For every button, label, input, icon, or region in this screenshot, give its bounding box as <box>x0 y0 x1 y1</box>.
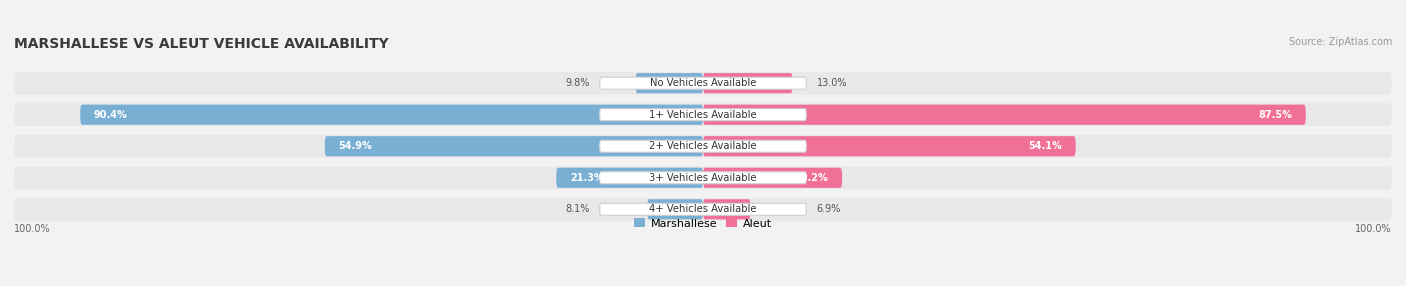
Text: 4+ Vehicles Available: 4+ Vehicles Available <box>650 204 756 214</box>
FancyBboxPatch shape <box>557 168 703 188</box>
FancyBboxPatch shape <box>14 135 1392 158</box>
FancyBboxPatch shape <box>325 136 703 156</box>
Text: No Vehicles Available: No Vehicles Available <box>650 78 756 88</box>
Text: 9.8%: 9.8% <box>565 78 589 88</box>
Text: 8.1%: 8.1% <box>565 204 589 214</box>
FancyBboxPatch shape <box>14 166 1392 189</box>
FancyBboxPatch shape <box>14 198 1392 221</box>
Text: 20.2%: 20.2% <box>794 173 828 183</box>
Text: 87.5%: 87.5% <box>1258 110 1292 120</box>
FancyBboxPatch shape <box>636 73 703 93</box>
Text: Source: ZipAtlas.com: Source: ZipAtlas.com <box>1288 37 1392 47</box>
FancyBboxPatch shape <box>599 109 807 121</box>
Text: 2+ Vehicles Available: 2+ Vehicles Available <box>650 141 756 151</box>
Text: 6.9%: 6.9% <box>817 204 841 214</box>
FancyBboxPatch shape <box>599 77 807 89</box>
FancyBboxPatch shape <box>703 105 1306 125</box>
FancyBboxPatch shape <box>647 199 703 219</box>
FancyBboxPatch shape <box>703 73 793 93</box>
Text: 100.0%: 100.0% <box>1355 224 1392 234</box>
FancyBboxPatch shape <box>80 105 703 125</box>
FancyBboxPatch shape <box>703 136 1076 156</box>
FancyBboxPatch shape <box>703 168 842 188</box>
Text: 3+ Vehicles Available: 3+ Vehicles Available <box>650 173 756 183</box>
Text: 13.0%: 13.0% <box>817 78 848 88</box>
Text: MARSHALLESE VS ALEUT VEHICLE AVAILABILITY: MARSHALLESE VS ALEUT VEHICLE AVAILABILIT… <box>14 37 389 51</box>
Legend: Marshallese, Aleut: Marshallese, Aleut <box>630 214 776 233</box>
FancyBboxPatch shape <box>599 172 807 184</box>
Text: 54.1%: 54.1% <box>1028 141 1062 151</box>
Text: 54.9%: 54.9% <box>339 141 373 151</box>
Text: 21.3%: 21.3% <box>569 173 603 183</box>
FancyBboxPatch shape <box>599 203 807 215</box>
Text: 90.4%: 90.4% <box>94 110 128 120</box>
FancyBboxPatch shape <box>599 140 807 152</box>
FancyBboxPatch shape <box>14 103 1392 126</box>
FancyBboxPatch shape <box>14 72 1392 95</box>
Text: 100.0%: 100.0% <box>14 224 51 234</box>
Text: 1+ Vehicles Available: 1+ Vehicles Available <box>650 110 756 120</box>
FancyBboxPatch shape <box>703 199 751 219</box>
